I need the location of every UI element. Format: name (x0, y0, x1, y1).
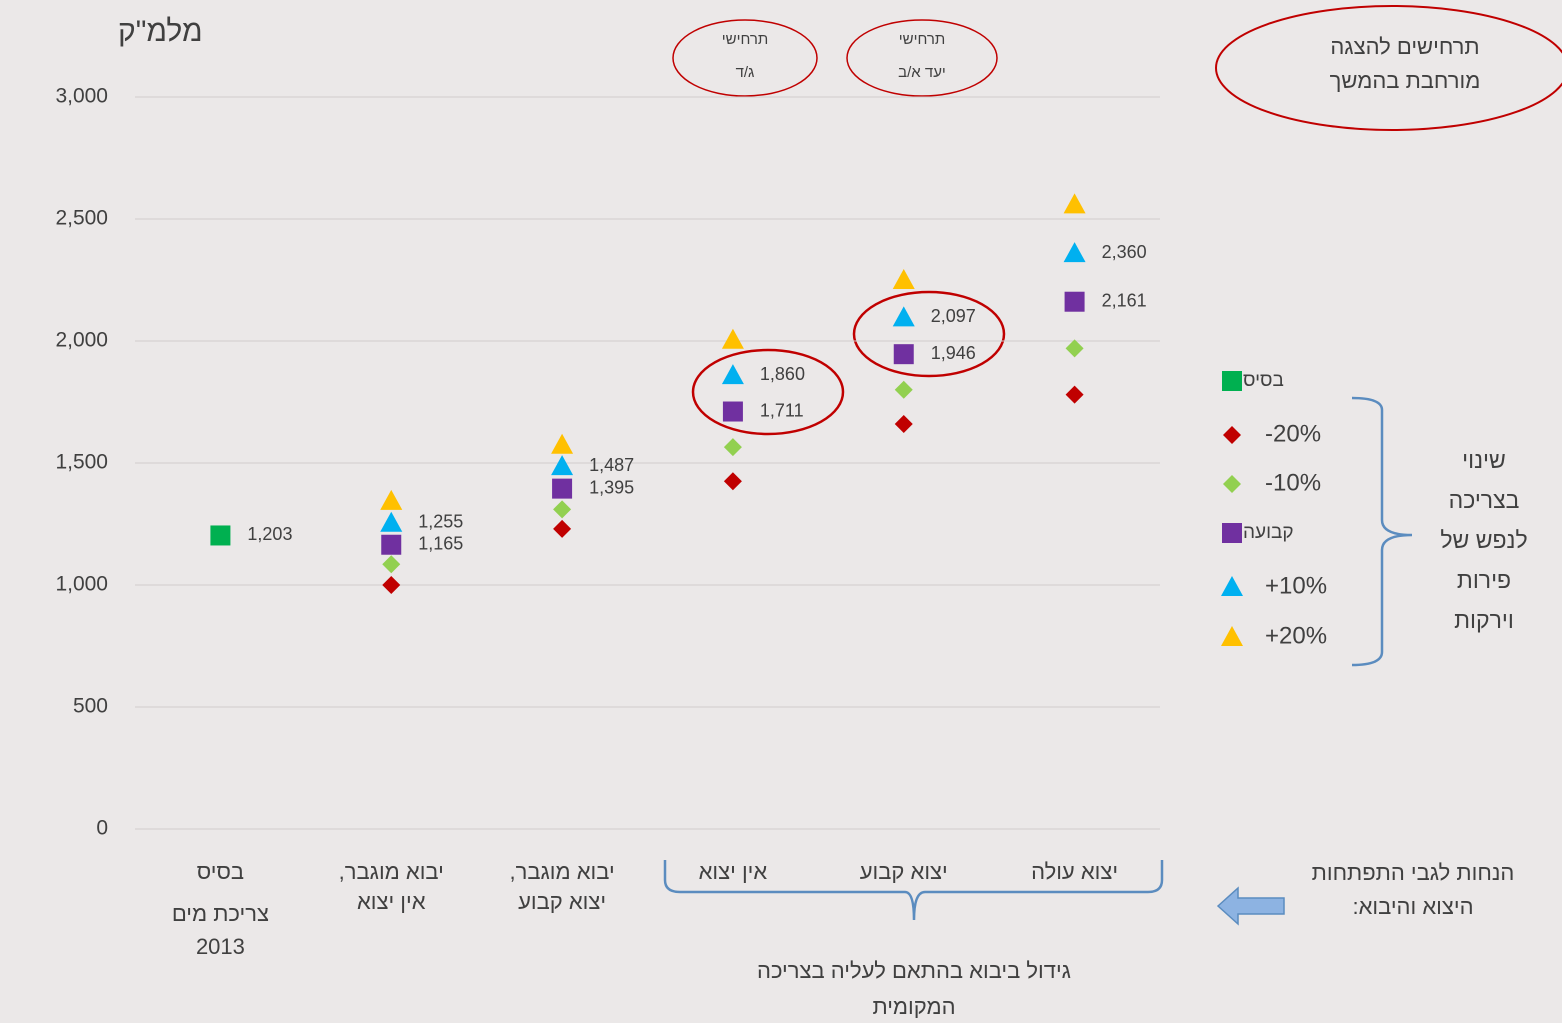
legend-label: +10% (1265, 572, 1327, 599)
data-label: 1,487 (589, 455, 634, 475)
marker (551, 433, 574, 454)
data-label: 1,946 (931, 343, 976, 363)
x-tick-label: אין יצוא (699, 859, 768, 884)
marker (1223, 475, 1241, 493)
marker (553, 519, 572, 538)
annotation: מורחבת בהמשך (1330, 68, 1481, 93)
annotation: יעד א/ב (898, 64, 946, 81)
data-label: 2,360 (1102, 242, 1147, 262)
y-tick-label: 3,000 (55, 85, 108, 108)
data-label: 1,395 (589, 477, 634, 497)
annotation: הנחות לגבי התפתחות (1312, 860, 1515, 885)
data-label: 1,860 (760, 364, 805, 384)
y-tick-label: 2,000 (55, 329, 108, 352)
annotation: המקומית (872, 994, 955, 1019)
data-label: 2,097 (931, 306, 976, 326)
data-label: 2,161 (1102, 290, 1147, 310)
legend-title: בצריכה (1449, 487, 1520, 513)
y-tick-label: 1,500 (55, 451, 108, 474)
highlight (852, 290, 1006, 378)
legend-label: -10% (1265, 469, 1321, 496)
marker (721, 364, 744, 385)
annotation: היצוא והיבוא: (1352, 894, 1473, 919)
brace (663, 860, 1164, 921)
marker (892, 269, 915, 289)
marker (1063, 242, 1086, 263)
bubble (846, 19, 998, 97)
marker (1223, 426, 1241, 444)
legend-title: פירות (1457, 567, 1511, 593)
x-tick-label: יצוא קבוע (860, 859, 948, 884)
data-label: 1,203 (247, 524, 292, 544)
legend-title: לנפש של (1440, 527, 1527, 553)
marker (1063, 193, 1086, 214)
x-tick-label: אין יצוא (357, 889, 426, 914)
data-label: 1,255 (418, 512, 463, 532)
legend-label: -20% (1265, 420, 1321, 447)
annotation: גידול ביבוא בהתאם לעליה בצריכה (757, 958, 1071, 983)
y-tick-label: 500 (73, 695, 108, 718)
annotation: תרחישי (899, 31, 946, 48)
annotation: ג/ד (736, 64, 755, 81)
marker (893, 344, 914, 365)
marker (1065, 385, 1084, 404)
marker (210, 525, 231, 546)
marker (894, 414, 913, 433)
marker (553, 500, 572, 519)
legend-label: בסיס (1243, 370, 1284, 391)
arrow (1216, 886, 1285, 926)
marker (552, 478, 573, 499)
y-tick-label: 0 (96, 817, 108, 840)
marker (382, 555, 401, 574)
x-tick-note: צריכת מים (172, 901, 269, 926)
marker (382, 576, 401, 594)
x-tick-label: יבוא מוגבר, (509, 859, 614, 884)
marker (722, 401, 743, 422)
marker (721, 328, 744, 349)
legend-label: +20% (1265, 622, 1327, 649)
marker (1222, 523, 1242, 543)
annotation: תרחישים להצגה (1330, 34, 1479, 59)
marker (892, 306, 915, 327)
marker (723, 438, 742, 457)
marker (723, 472, 742, 491)
marker (380, 511, 403, 532)
marker (551, 455, 574, 476)
marker (1065, 339, 1084, 358)
x-tick-label: יבוא מוגבר, (339, 859, 444, 884)
annotation: תרחישי (722, 31, 769, 48)
marker (1221, 626, 1243, 646)
marker (1064, 291, 1085, 312)
legend-title: שינוי (1462, 447, 1506, 473)
bubble (1215, 5, 1562, 131)
legend-label: קבועה (1243, 522, 1294, 543)
marker (1221, 576, 1243, 596)
marker (381, 534, 402, 555)
legend-title: וירקות (1454, 607, 1514, 633)
x-tick-label: יצוא קבוע (518, 889, 606, 914)
highlight (691, 348, 845, 436)
data-label: 1,165 (418, 533, 463, 553)
brace (1351, 396, 1413, 667)
marker (380, 489, 403, 510)
x-tick-note: 2013 (196, 934, 245, 959)
marker (1222, 371, 1242, 391)
y-tick-label: 2,500 (55, 207, 108, 230)
y-axis-label: מלמ"ק (118, 15, 203, 48)
x-tick-label: יצוא עולה (1031, 859, 1118, 884)
data-label: 1,711 (760, 400, 804, 420)
bubble (672, 19, 818, 97)
x-tick-label: בסיס (197, 859, 244, 884)
marker (894, 380, 913, 399)
y-tick-label: 1,000 (55, 573, 108, 596)
